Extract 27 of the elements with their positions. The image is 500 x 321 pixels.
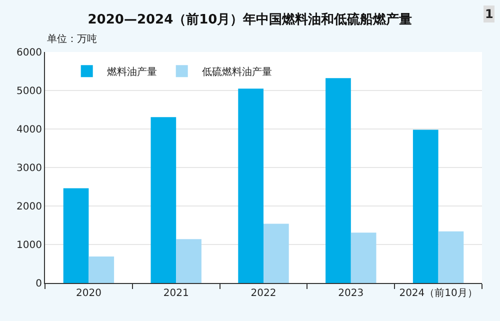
y-tick-label: 6000 xyxy=(16,48,42,58)
x-tick-label: 2023 xyxy=(338,288,364,299)
y-tick-label: 0 xyxy=(36,278,42,290)
bar xyxy=(238,88,264,283)
legend-label: 燃料油产量 xyxy=(106,66,157,78)
bar xyxy=(326,78,351,283)
x-tick-label: 2021 xyxy=(163,288,189,299)
y-tick-label: 2000 xyxy=(16,202,42,212)
text: 1 xyxy=(485,7,494,21)
bar xyxy=(438,231,464,283)
bar xyxy=(63,188,89,283)
bar xyxy=(412,130,438,283)
bar xyxy=(350,232,376,283)
y-tick-label: 4000 xyxy=(16,124,42,136)
x-tick-label: 2022 xyxy=(250,288,276,299)
legend-label: 低硫燃料油产量 xyxy=(202,66,272,78)
x-tick-label: 2024（前10月） xyxy=(399,287,478,299)
y-tick-label: 1000 xyxy=(16,240,42,251)
bar xyxy=(264,224,289,283)
y-tick-label: 3000 xyxy=(16,163,42,174)
bar xyxy=(176,239,202,283)
x-tick-label: 2020 xyxy=(76,288,102,299)
bar xyxy=(150,117,176,283)
y-axis-title: 单位：万吨 xyxy=(47,33,97,45)
chart-title: 2020—2024（前10月）年中国燃料油和低硫船燃产量 xyxy=(88,12,412,28)
y-tick-label: 5000 xyxy=(16,86,42,97)
bar xyxy=(88,256,114,283)
